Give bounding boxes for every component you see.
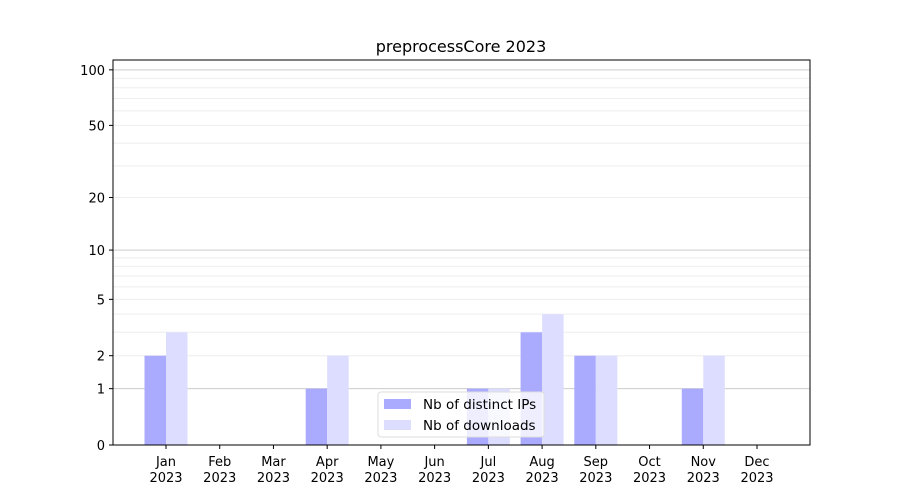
y-tick-label: 10 — [88, 244, 105, 259]
x-tick-label: Apr 2023 — [311, 455, 344, 486]
plot-frame — [112, 59, 811, 446]
bar-downloads — [595, 355, 618, 445]
x-tick-label: Jan 2023 — [149, 455, 182, 486]
y-tick-label: 50 — [88, 119, 105, 134]
y-tick-label: 2 — [97, 350, 105, 365]
bar-distinct-ips — [305, 388, 328, 445]
bar-distinct-ips — [681, 388, 704, 445]
legend-label: Nb of distinct IPs — [423, 397, 536, 413]
legend-swatch — [384, 420, 411, 430]
y-tick-label: 100 — [80, 64, 105, 79]
bar-downloads — [166, 332, 188, 445]
y-tick-label: 0 — [97, 439, 105, 454]
y-tick-label: 20 — [88, 192, 105, 207]
legend: Nb of distinct IPs Nb of downloads — [377, 391, 545, 438]
bar-downloads — [327, 355, 349, 445]
x-tick-label: Dec 2023 — [740, 455, 773, 486]
legend-label: Nb of downloads — [423, 418, 536, 434]
legend-swatch — [384, 399, 411, 409]
chart-title: preprocessCore 2023 — [376, 37, 547, 56]
x-tick-label: Aug 2023 — [526, 455, 559, 486]
x-tick-label: Mar 2023 — [257, 455, 290, 486]
x-tick-label: Nov 2023 — [687, 455, 720, 486]
bar-distinct-ips — [144, 355, 166, 445]
bar-downloads — [703, 355, 725, 445]
x-tick-label: Sep 2023 — [579, 455, 612, 486]
legend-box — [377, 391, 545, 438]
bar-downloads — [542, 314, 564, 445]
x-tick-label: Oct 2023 — [633, 455, 666, 486]
x-tick-label: Jun 2023 — [418, 455, 451, 486]
x-tick-label: Jul 2023 — [472, 455, 505, 486]
y-tick-label: 5 — [97, 293, 105, 308]
x-tick-label: Feb 2023 — [203, 455, 236, 486]
bar-distinct-ips — [574, 355, 596, 445]
y-tick-label: 1 — [97, 383, 105, 398]
x-tick-label: May 2023 — [364, 455, 397, 486]
